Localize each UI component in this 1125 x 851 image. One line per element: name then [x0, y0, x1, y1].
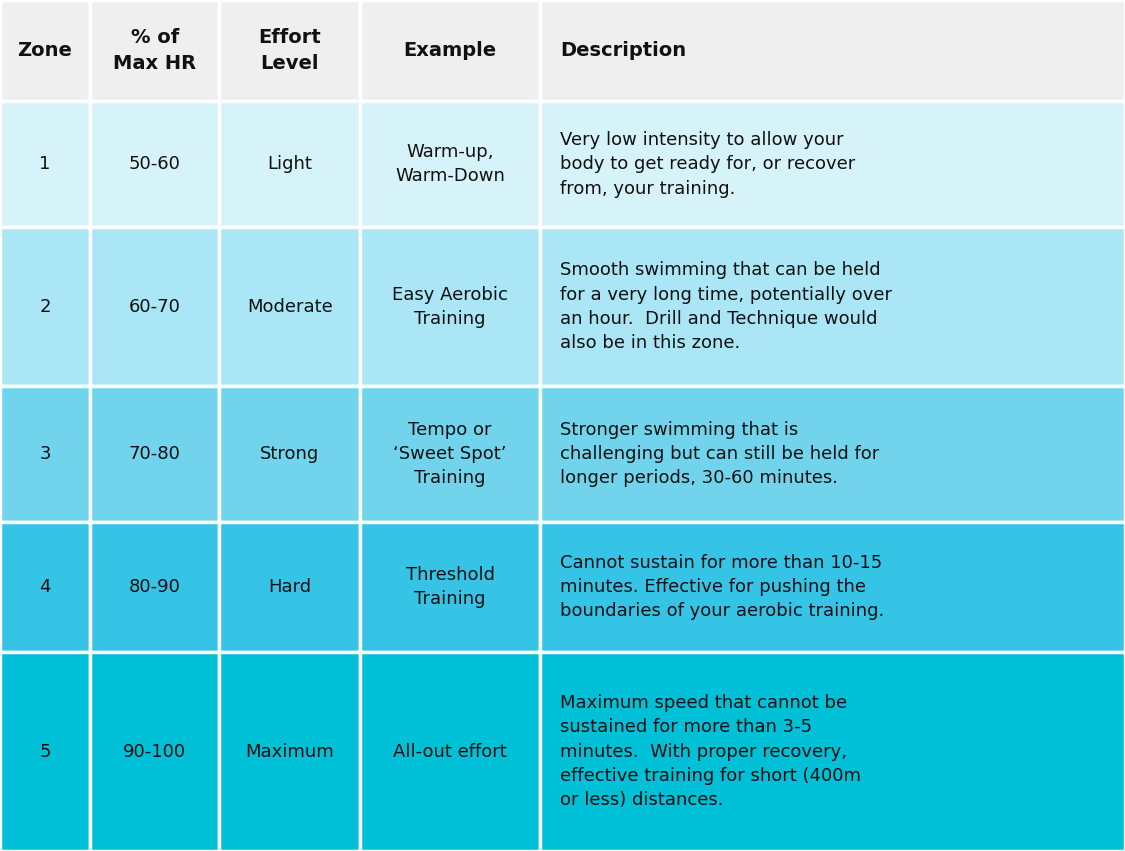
Text: Threshold
Training: Threshold Training	[405, 566, 495, 608]
Text: Zone: Zone	[18, 41, 72, 60]
Text: Moderate: Moderate	[246, 298, 333, 316]
Bar	[90, 0, 219, 101]
Bar	[0, 522, 90, 652]
Text: % of
Max HR: % of Max HR	[114, 28, 196, 73]
Text: 2: 2	[39, 298, 51, 316]
Bar	[219, 0, 360, 101]
Bar	[540, 227, 1125, 386]
Text: Smooth swimming that can be held
for a very long time, potentially over
an hour.: Smooth swimming that can be held for a v…	[560, 261, 892, 352]
Text: 5: 5	[39, 743, 51, 761]
Bar	[360, 386, 540, 522]
Text: Maximum speed that cannot be
sustained for more than 3-5
minutes.  With proper r: Maximum speed that cannot be sustained f…	[560, 694, 862, 809]
Text: Tempo or
‘Sweet Spot’
Training: Tempo or ‘Sweet Spot’ Training	[394, 420, 506, 488]
Text: 50-60: 50-60	[128, 155, 181, 174]
Bar	[90, 652, 219, 851]
Text: 90-100: 90-100	[123, 743, 187, 761]
Text: Description: Description	[560, 41, 686, 60]
Bar	[360, 652, 540, 851]
Text: Strong: Strong	[260, 445, 319, 463]
Bar	[0, 386, 90, 522]
Bar	[0, 652, 90, 851]
Bar	[360, 101, 540, 227]
Bar	[540, 652, 1125, 851]
Text: Hard: Hard	[268, 578, 312, 596]
Bar	[90, 386, 219, 522]
Bar	[0, 0, 90, 101]
Text: 60-70: 60-70	[128, 298, 181, 316]
Text: Light: Light	[268, 155, 312, 174]
Text: 1: 1	[39, 155, 51, 174]
Text: Stronger swimming that is
challenging but can still be held for
longer periods, : Stronger swimming that is challenging bu…	[560, 420, 880, 488]
Bar	[219, 101, 360, 227]
Bar	[540, 101, 1125, 227]
Bar	[90, 101, 219, 227]
Text: 3: 3	[39, 445, 51, 463]
Text: 80-90: 80-90	[128, 578, 181, 596]
Text: Easy Aerobic
Training: Easy Aerobic Training	[393, 286, 509, 328]
Bar	[540, 522, 1125, 652]
Text: Example: Example	[404, 41, 496, 60]
Text: Effort
Level: Effort Level	[259, 28, 321, 73]
Bar	[360, 227, 540, 386]
Text: Maximum: Maximum	[245, 743, 334, 761]
Bar	[360, 522, 540, 652]
Text: 70-80: 70-80	[128, 445, 181, 463]
Bar	[90, 227, 219, 386]
Bar	[0, 227, 90, 386]
Bar	[219, 386, 360, 522]
Bar	[0, 101, 90, 227]
Text: 4: 4	[39, 578, 51, 596]
Text: All-out effort: All-out effort	[393, 743, 507, 761]
Text: Warm-up,
Warm-Down: Warm-up, Warm-Down	[395, 143, 505, 186]
Bar	[540, 0, 1125, 101]
Text: Cannot sustain for more than 10-15
minutes. Effective for pushing the
boundaries: Cannot sustain for more than 10-15 minut…	[560, 554, 884, 620]
Bar	[219, 227, 360, 386]
Text: Very low intensity to allow your
body to get ready for, or recover
from, your tr: Very low intensity to allow your body to…	[560, 131, 855, 197]
Bar	[90, 522, 219, 652]
Bar	[360, 0, 540, 101]
Bar	[219, 522, 360, 652]
Bar	[540, 386, 1125, 522]
Bar	[219, 652, 360, 851]
